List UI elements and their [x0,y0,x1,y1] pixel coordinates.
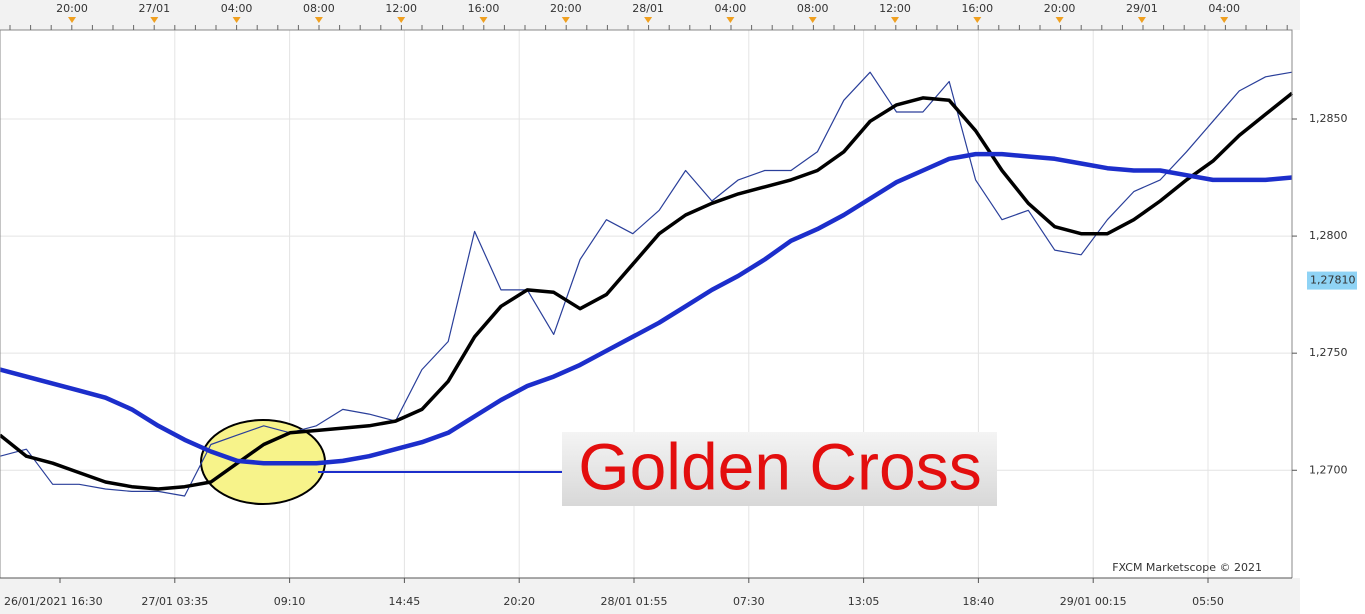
y-tick-label: 1,2850 [1309,112,1348,125]
annotation: Golden Cross [578,429,982,503]
annotation-box [562,432,997,506]
plot-area [0,71,1294,497]
top-axis-label: 16:00 [468,2,500,15]
y-tick-label: 1,2800 [1309,229,1348,242]
top-axis-marker [973,17,982,23]
x-tick-label: 26/01/2021 16:30 [4,595,103,608]
top-axis-label: 08:00 [303,2,335,15]
top-axis-label: 04:00 [715,2,747,15]
top-axis-marker [232,17,241,23]
top-axis-marker [150,17,159,23]
y-tick-label: 1,2750 [1309,346,1348,359]
top-axis-label: 12:00 [879,2,911,15]
top-axis-marker [314,17,323,23]
top-axis-label: 12:00 [385,2,417,15]
x-tick-label: 13:05 [848,595,880,608]
top-axis-label: 04:00 [221,2,253,15]
top-axis-bar [0,0,1300,30]
top-axis-marker [808,17,817,23]
top-axis-marker [561,17,570,23]
top-axis-label: 28/01 [632,2,664,15]
top-axis-marker [891,17,899,23]
top-axis-label: 08:00 [797,2,829,15]
top-axis-label: 04:00 [1208,2,1240,15]
top-axis-label: 27/01 [138,2,170,15]
top-axis-label: 20:00 [56,2,88,15]
top-axis-marker [68,17,76,23]
x-tick-label: 14:45 [389,595,421,608]
x-tick-label: 29/01 00:15 [1060,595,1127,608]
x-tick-label: 05:50 [1192,595,1224,608]
x-tick-label: 27/01 03:35 [141,595,208,608]
y-tick-label: 1,2700 [1309,463,1348,476]
series-line [0,91,1294,491]
x-tick-label: 28/01 01:55 [601,595,668,608]
top-axis-label: 29/01 [1126,2,1158,15]
top-axis-marker [1055,17,1064,23]
top-axis-marker [479,17,488,23]
top-axis-marker [644,17,653,23]
top-axis-label: 20:00 [550,2,582,15]
x-tick-label: 18:40 [963,595,995,608]
x-tick-label: 07:30 [733,595,765,608]
top-axis-marker [1220,17,1229,23]
price-tag [1307,271,1357,290]
x-tick-label: 09:10 [274,595,306,608]
bottom-axis-bar [0,578,1300,614]
top-axis-marker [1137,17,1146,23]
top-axis-marker [726,17,735,23]
top-axis-marker [397,17,406,23]
x-tick-label: 20:20 [503,595,535,608]
series-line [0,151,1293,466]
price-tag-label: 1,27810 [1310,274,1356,287]
grid [0,30,1292,578]
top-axis-label: 16:00 [961,2,993,15]
top-axis-label: 20:00 [1044,2,1076,15]
watermark: FXCM Marketscope © 2021 [1112,561,1262,574]
series-line [0,71,1293,497]
